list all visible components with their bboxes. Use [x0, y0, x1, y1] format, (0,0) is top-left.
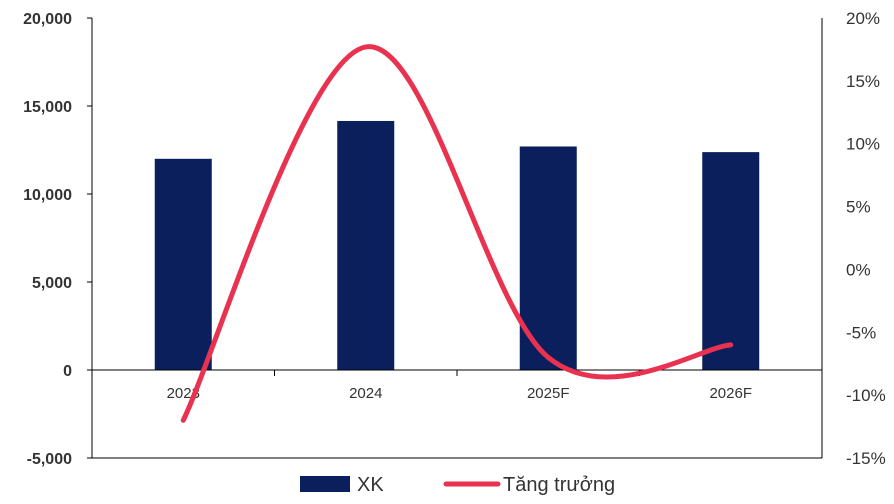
left-tick-label: 10,000 [23, 187, 72, 204]
right-tick-label: 10% [846, 135, 880, 154]
line-series-growth [183, 47, 731, 421]
bar-2023 [155, 159, 212, 370]
legend-label-growth: Tăng trưởng [503, 474, 615, 496]
left-y-axis: 20,000 15,000 10,000 5,000 0 -5,000 [23, 11, 92, 468]
left-tick-label: 15,000 [23, 99, 72, 116]
legend-label-xk: XK [357, 474, 384, 496]
left-tick-label: 5,000 [32, 275, 72, 292]
right-tick-label: 15% [846, 72, 880, 91]
x-tick-label: 2026F [709, 385, 752, 402]
bar-series-xk [155, 121, 760, 370]
right-tick-label: 0% [846, 260, 871, 279]
left-tick-label: -5,000 [27, 451, 72, 468]
right-tick-label: -15% [846, 449, 886, 468]
x-tick-label: 2024 [349, 385, 382, 402]
x-tick-label: 2025F [527, 385, 570, 402]
right-tick-label: 5% [846, 198, 871, 217]
bar-2026F [702, 152, 759, 370]
growth-line [183, 47, 731, 421]
left-tick-label: 20,000 [23, 11, 72, 28]
right-tick-label: -5% [846, 323, 876, 342]
legend-swatch-xk [300, 476, 350, 492]
bar-2024 [337, 121, 394, 370]
left-tick-label: 0 [63, 363, 72, 380]
right-y-axis: 20% 15% 10% 5% 0% -5% -10% -15% [822, 9, 886, 468]
right-tick-label: 20% [846, 9, 880, 28]
right-tick-label: -10% [846, 386, 886, 405]
legend: XK Tăng trưởng [300, 474, 615, 496]
